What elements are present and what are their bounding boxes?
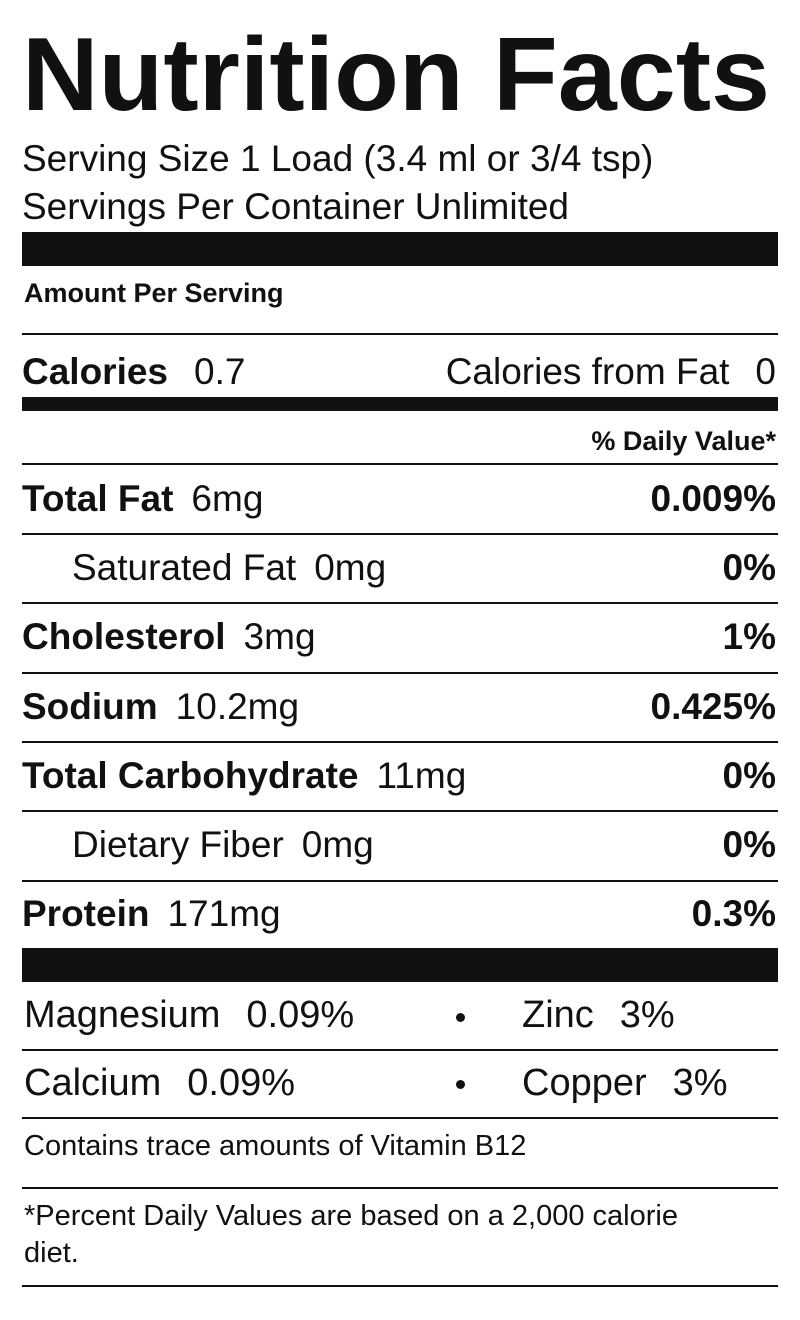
rule [22,1049,778,1051]
nutrient-daily-value: 0% [722,754,776,796]
nutrient-daily-value: 0.009% [650,477,777,519]
nutrient-daily-value: 0.425% [650,685,777,727]
nutrient-amount: 6mg [191,477,264,519]
calories-from-fat-value: 0 [755,350,776,392]
nutrient-label: Dietary Fiber [72,824,284,866]
nutrient-label: Protein [22,893,150,935]
nutrient-label: Saturated Fat [72,546,297,588]
nutrient-amount: 171mg [167,893,281,935]
nutrient-label: Cholesterol [22,616,226,658]
rule [22,602,778,605]
mineral-label: Copper [522,1061,647,1104]
thick-rule [22,397,778,411]
nutrient-amount: 3mg [243,616,316,658]
calories-label: Calories [22,350,169,392]
thick-rule [22,232,778,266]
nutrient-amount: 11mg [376,754,467,796]
nutrient-daily-value: 0% [722,824,776,866]
title: Nutrition Facts [22,16,770,133]
rule [22,463,778,465]
rule [22,1285,778,1287]
thick-rule [22,948,778,982]
rule [22,533,778,535]
mineral-value: 0.09% [187,1061,295,1104]
rule [22,1117,778,1119]
nutrient-amount: 0mg [301,824,374,866]
nutrient-daily-value: 1% [722,616,776,658]
nutrient-amount: 0mg [314,546,387,588]
footnote: *Percent Daily Values are based on a 2,0… [24,1200,678,1270]
serving-size: Serving Size 1 Load (3.4 ml or 3/4 tsp) [22,137,654,179]
mineral-label: Calcium [24,1061,162,1104]
daily-value-header: % Daily Value* [591,425,776,456]
rule [22,810,778,813]
nutrient-label: Total Fat [22,477,174,519]
rule [22,671,778,674]
nutrient-daily-value: 0% [722,546,776,588]
mineral-label: Magnesium [24,993,221,1036]
nutrient-label: Total Carbohydrate [22,754,359,796]
nutrient-label: Sodium [22,685,158,727]
rule [22,1187,778,1189]
calories-value: 0.7 [194,350,246,392]
bullet [456,1013,465,1022]
bullet [456,1080,465,1089]
mineral-value: 3% [619,993,675,1036]
note: Contains trace amounts of Vitamin B12 [24,1130,527,1163]
mineral-label: Zinc [522,993,594,1036]
calories-from-fat-label: Calories from Fat [445,350,730,392]
servings-per-container: Servings Per Container Unlimited [22,185,570,227]
rule [22,333,778,335]
rule [22,740,778,743]
mineral-value: 3% [672,1061,728,1104]
nutrient-amount: 10.2mg [175,685,300,727]
mineral-value: 0.09% [246,993,355,1036]
nutrient-daily-value: 0.3% [691,893,776,935]
amount-per-serving: Amount Per Serving [24,277,284,308]
rule [22,879,778,882]
